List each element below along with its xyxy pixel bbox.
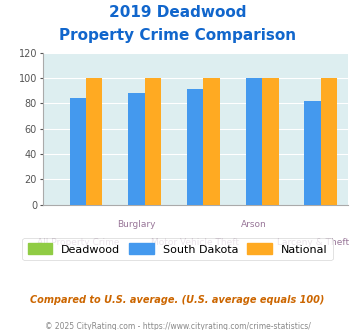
Bar [203, 78, 220, 205]
Bar [246, 78, 262, 205]
Bar [187, 89, 203, 205]
Bar [145, 78, 161, 205]
Bar [86, 78, 103, 205]
Text: Compared to U.S. average. (U.S. average equals 100): Compared to U.S. average. (U.S. average … [30, 295, 325, 305]
Text: Larceny & Theft: Larceny & Theft [277, 238, 349, 247]
Text: Arson: Arson [241, 220, 267, 229]
Text: Property Crime Comparison: Property Crime Comparison [59, 28, 296, 43]
Text: Motor Vehicle Theft: Motor Vehicle Theft [151, 238, 239, 247]
Bar [262, 78, 279, 205]
Bar [70, 98, 86, 205]
Bar [128, 93, 145, 205]
Bar [321, 78, 337, 205]
Legend: Deadwood, South Dakota, National: Deadwood, South Dakota, National [22, 238, 333, 260]
Text: © 2025 CityRating.com - https://www.cityrating.com/crime-statistics/: © 2025 CityRating.com - https://www.city… [45, 322, 310, 330]
Text: All Property Crime: All Property Crime [37, 238, 119, 247]
Bar [305, 101, 321, 205]
Text: 2019 Deadwood: 2019 Deadwood [109, 5, 246, 20]
Text: Burglary: Burglary [117, 220, 156, 229]
